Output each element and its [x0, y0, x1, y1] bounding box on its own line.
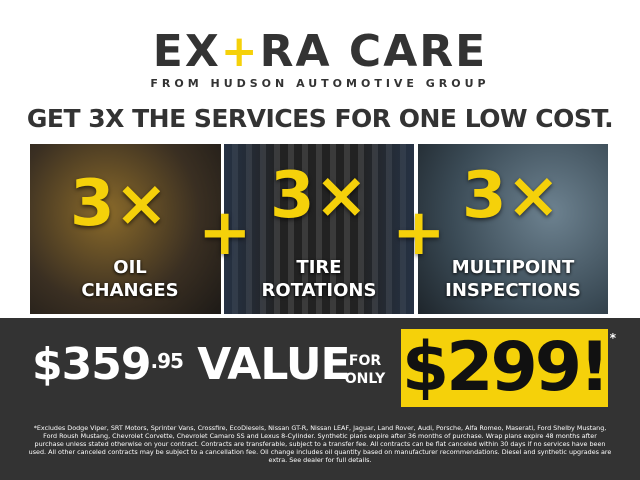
only-text: ONLY — [344, 371, 386, 387]
logo-text-ra-care: RA CARE — [259, 26, 488, 77]
extra-care-logo: EX+RA CARE — [0, 30, 640, 74]
service-label: TIRE ROTATIONS — [239, 256, 399, 302]
value-cents: .95 — [150, 349, 183, 373]
plus-icon: + — [392, 196, 446, 270]
logo-subtitle: FROM HUDSON AUTOMOTIVE GROUP — [150, 77, 490, 90]
count: 3× — [462, 159, 561, 233]
logo-text-ex: EX — [152, 26, 221, 77]
oil-change-panel: 3× OIL CHANGES — [30, 144, 221, 314]
count: 3× — [70, 167, 169, 241]
label-line: ROTATIONS — [261, 280, 377, 301]
inspection-panel: 3× MULTIPOINT INSPECTIONS — [418, 144, 608, 314]
value-word: VALUE — [197, 339, 350, 390]
label-line: TIRE — [296, 257, 342, 278]
original-value: $359.95 VALUE — [32, 339, 351, 390]
label-line: CHANGES — [81, 280, 179, 301]
sale-price: $299! — [401, 328, 610, 407]
service-label: OIL CHANGES — [70, 256, 190, 302]
disclaimer: *Excludes Dodge Viper, SRT Motors, Sprin… — [28, 424, 612, 464]
label-line: OIL — [113, 257, 147, 278]
for-text: FOR — [348, 353, 382, 369]
tire-rotation-panel: 3× TIRE ROTATIONS — [224, 144, 414, 314]
logo-plus-icon: + — [220, 26, 260, 77]
for-only-label: FOR ONLY — [342, 352, 388, 388]
value-dollars: $359 — [32, 339, 151, 390]
price-box: $299! * — [401, 328, 616, 407]
label-line: INSPECTIONS — [445, 280, 581, 301]
plus-icon: + — [198, 196, 252, 270]
service-label: MULTIPOINT INSPECTIONS — [423, 256, 603, 302]
count: 3× — [270, 159, 369, 233]
label-line: MULTIPOINT — [451, 257, 575, 278]
headline: GET 3X THE SERVICES FOR ONE LOW COST. — [26, 104, 614, 133]
asterisk: * — [609, 331, 616, 345]
